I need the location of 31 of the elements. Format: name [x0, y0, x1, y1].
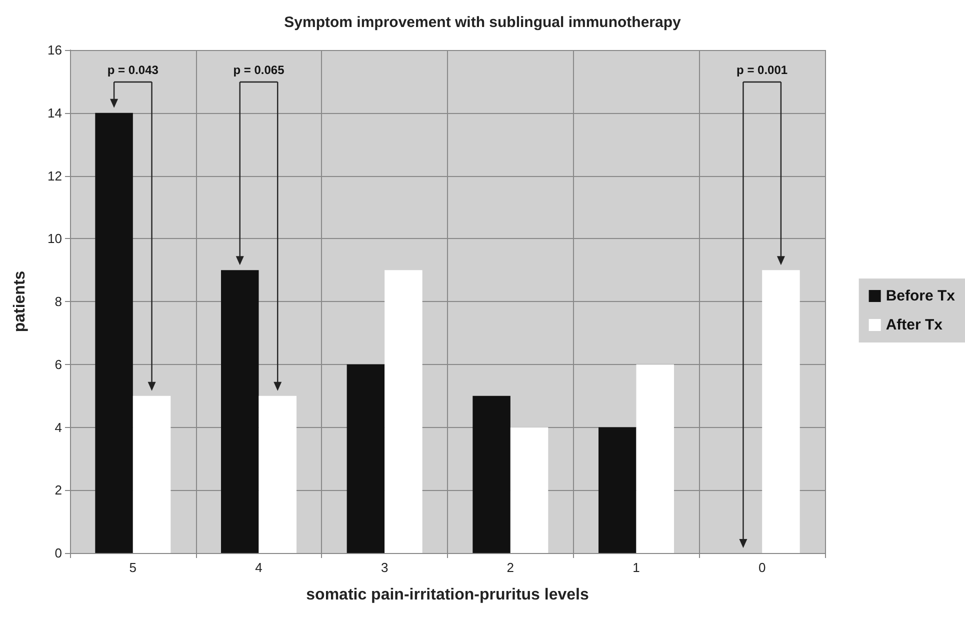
x-axis-title: somatic pain-irritation-pruritus levels [306, 586, 589, 604]
chart-title: Symptom improvement with sublingual immunotherapy [284, 14, 682, 31]
y-tick-label: 6 [54, 356, 62, 372]
bar [472, 396, 510, 553]
y-tick-label: 4 [54, 420, 62, 435]
annotation: p = 0.065 [233, 63, 285, 77]
x-tick-label: 3 [380, 560, 388, 575]
legend-label: After Tx [886, 316, 944, 334]
x-tick-label: 2 [506, 560, 514, 575]
bar [384, 270, 422, 553]
bar [132, 396, 171, 553]
y-tick-label: 10 [48, 231, 62, 246]
y-tick-label: 12 [48, 168, 62, 184]
y-tick-label: 0 [54, 546, 62, 560]
bar [598, 427, 636, 553]
bar [636, 364, 674, 553]
x-tick-label: 0 [758, 560, 766, 575]
y-tick-label: 8 [54, 294, 62, 309]
bar [258, 396, 296, 553]
y-tick-label: 16 [48, 42, 62, 58]
x-tick-label: 5 [129, 560, 137, 575]
legend-label: Before Tx [886, 288, 956, 304]
bar [346, 364, 385, 553]
y-axis-title: patients [12, 270, 28, 332]
bar [510, 427, 548, 553]
x-tick-label: 1 [632, 560, 640, 575]
y-tick-label: 2 [54, 482, 62, 498]
y-tick-label: 14 [48, 105, 62, 120]
annotation: p = 0.001 [736, 63, 788, 77]
annotation: p = 0.043 [107, 63, 159, 77]
x-tick-label: 4 [255, 560, 262, 575]
